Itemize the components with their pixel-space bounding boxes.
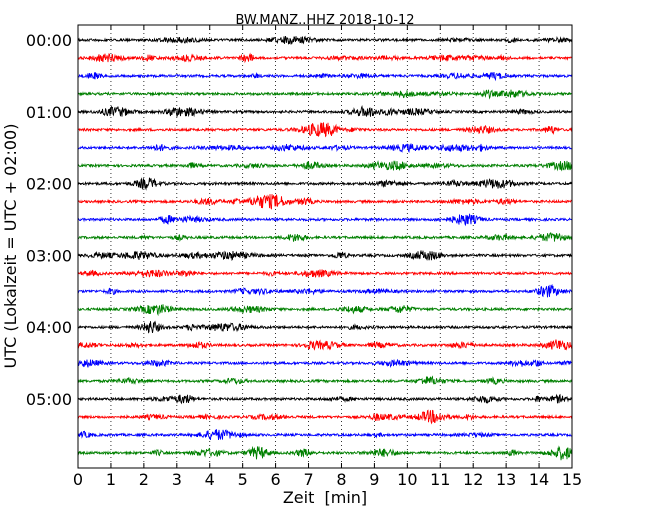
trace-20 <box>77 393 573 405</box>
x-tick-label-3: 3 <box>172 470 182 489</box>
trace-15 <box>77 304 573 317</box>
trace-2 <box>77 71 573 82</box>
trace-1 <box>77 52 573 64</box>
trace-16 <box>77 320 573 334</box>
trace-0 <box>77 35 573 45</box>
y-axis-ticks: 00:00 01:00 02:00 03:00 04:00 05:00 <box>26 31 572 409</box>
trace-5 <box>77 122 573 138</box>
x-tick-label-2: 2 <box>139 470 149 489</box>
trace-6 <box>77 143 573 154</box>
seismic-traces <box>77 35 573 461</box>
trace-3 <box>77 89 573 100</box>
x-tick-label-4: 4 <box>205 470 215 489</box>
trace-14 <box>77 283 573 298</box>
y-tick-label-1: 01:00 <box>26 103 72 122</box>
x-tick-label-7: 7 <box>303 470 313 489</box>
x-tick-label-9: 9 <box>369 470 379 489</box>
y-tick-label-4: 04:00 <box>26 318 72 337</box>
x-tick-label-0: 0 <box>73 470 83 489</box>
trace-22 <box>77 429 573 441</box>
trace-19 <box>77 375 573 386</box>
trace-23 <box>77 445 573 461</box>
trace-11 <box>77 232 573 243</box>
trace-9 <box>77 194 573 210</box>
y-axis-label: UTC (Lokalzeit = UTC + 02:00) <box>1 124 20 369</box>
x-tick-label-13: 13 <box>496 470 516 489</box>
chart-title: BW.MANZ..HHZ 2018-10-12 <box>235 13 414 28</box>
trace-13 <box>77 269 573 278</box>
trace-21 <box>77 409 573 425</box>
trace-12 <box>77 250 573 262</box>
x-axis-ticks: 0 1 2 3 4 5 6 7 8 9 10 11 12 13 14 15 <box>73 25 582 489</box>
y-tick-label-0: 00:00 <box>26 31 72 50</box>
trace-10 <box>77 213 573 227</box>
trace-8 <box>77 177 573 191</box>
x-tick-label-6: 6 <box>271 470 281 489</box>
x-tick-label-5: 5 <box>238 470 248 489</box>
trace-17 <box>77 339 573 351</box>
y-tick-label-2: 02:00 <box>26 175 72 194</box>
trace-18 <box>77 358 573 369</box>
x-axis-label: Zeit [min] <box>283 488 367 507</box>
trace-7 <box>77 160 573 172</box>
trace-4 <box>77 104 573 118</box>
x-tick-label-10: 10 <box>397 470 417 489</box>
x-tick-label-1: 1 <box>106 470 116 489</box>
y-tick-label-3: 03:00 <box>26 246 72 265</box>
x-tick-label-12: 12 <box>463 470 483 489</box>
x-tick-label-14: 14 <box>529 470 549 489</box>
x-tick-label-8: 8 <box>336 470 346 489</box>
plot-frame <box>77 24 573 469</box>
x-tick-label-11: 11 <box>430 470 450 489</box>
x-tick-label-15: 15 <box>562 470 582 489</box>
y-tick-label-5: 05:00 <box>26 390 72 409</box>
